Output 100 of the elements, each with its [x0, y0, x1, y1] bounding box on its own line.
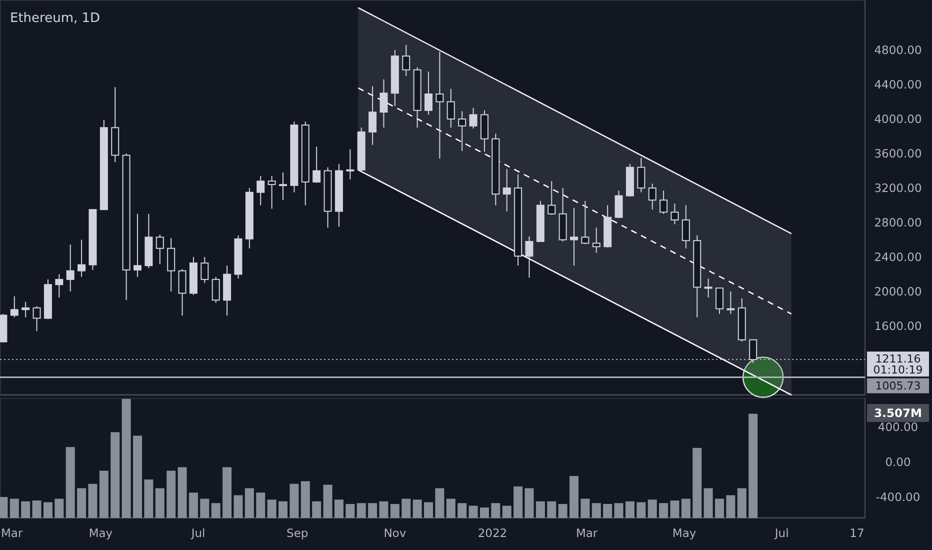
bar: [323, 484, 332, 518]
y-tick-label: -400.00: [876, 490, 920, 504]
bar: [558, 504, 568, 518]
x-tick-label: May: [672, 526, 696, 540]
bar: [648, 500, 657, 518]
bar: [10, 498, 19, 518]
candlestick: [726, 291, 735, 314]
candlestick: [134, 213, 142, 278]
bar: [178, 467, 187, 518]
x-tick-label: Sep: [286, 526, 308, 540]
y-tick-label: 2800.00: [874, 216, 922, 230]
candlestick: [424, 71, 433, 116]
bar: [234, 495, 243, 518]
bar: [480, 507, 489, 518]
y-tick-label: 400.00: [878, 420, 918, 434]
candlestick: [66, 244, 74, 292]
bar: [390, 504, 400, 518]
bar: [536, 501, 545, 518]
bar: [491, 503, 500, 518]
bar: [592, 503, 601, 518]
bar: [278, 501, 288, 518]
candlestick: [614, 190, 623, 219]
bar: [222, 467, 232, 518]
candlestick: [446, 88, 455, 128]
bar: [446, 498, 456, 518]
y-tick-label: 4400.00: [874, 78, 922, 92]
bar: [570, 476, 578, 518]
candlestick: [716, 288, 724, 314]
bar: [681, 498, 690, 518]
x-tick-label: Jul: [190, 526, 206, 540]
bar: [424, 502, 434, 518]
bar: [77, 488, 86, 518]
bar: [625, 501, 634, 518]
bar: [256, 492, 266, 518]
candlestick: [704, 278, 712, 298]
candlestick: [22, 301, 30, 318]
bar: [368, 503, 378, 518]
x-tick-label: Jul: [774, 526, 789, 540]
x-tick-label: Mar: [1, 526, 23, 540]
bar: [659, 503, 668, 518]
bar: [99, 470, 108, 518]
candlestick: [592, 227, 600, 254]
candlestick: [212, 276, 220, 304]
bar: [43, 502, 52, 518]
candlestick: [525, 236, 534, 278]
y-tick-label: 1600.00: [874, 319, 922, 334]
candlestick: [156, 234, 164, 264]
candlestick: [78, 239, 86, 278]
bar: [21, 501, 30, 518]
bar: [692, 448, 702, 518]
candlestick: [268, 175, 276, 210]
x-tick-label: May: [88, 526, 113, 540]
bar: [32, 500, 42, 518]
candlestick: [570, 207, 578, 266]
candlestick: [670, 203, 679, 225]
candlestick: [469, 107, 478, 130]
bar: [290, 484, 299, 518]
bar: [133, 436, 142, 518]
bar: [468, 506, 478, 518]
bar: [356, 503, 366, 518]
bar: [379, 501, 388, 518]
bar: [458, 503, 467, 518]
candlestick: [256, 175, 265, 206]
y-tick-label: 3200.00: [874, 181, 922, 196]
text: 3.507M: [874, 406, 922, 420]
bar: [110, 432, 120, 518]
candlestick: [178, 268, 186, 316]
bar: [603, 504, 612, 518]
ref-line-label: 1005.73: [875, 379, 921, 392]
candlestick: [55, 274, 64, 298]
bar: [188, 492, 198, 518]
candlestick: [548, 180, 556, 216]
text: 01:10:19: [873, 364, 923, 377]
candlestick: [581, 200, 590, 245]
candlestick: [167, 238, 176, 292]
candlestick: [368, 86, 377, 146]
bar: [66, 447, 75, 518]
bar: [155, 488, 164, 518]
bar: [166, 470, 176, 518]
candlestick: [749, 339, 758, 364]
bar: [580, 498, 590, 518]
bar: [737, 488, 746, 518]
bar: [211, 503, 220, 518]
x-tick-label: Mar: [576, 526, 598, 540]
bar: [88, 484, 98, 518]
x-tick-label: 2022: [478, 526, 508, 540]
candlestick: [502, 168, 511, 212]
bar: [267, 500, 276, 518]
bar: [244, 488, 254, 518]
bar: [524, 488, 534, 518]
x-tick-label: 17: [850, 526, 864, 540]
x-tick-label: Nov: [384, 526, 406, 540]
bar: [514, 486, 523, 518]
bar: [670, 500, 680, 518]
candlestick: [637, 157, 646, 193]
bar: [144, 479, 154, 518]
candlestick: [402, 44, 410, 76]
candlestick: [436, 51, 444, 160]
bar: [346, 504, 355, 518]
candlestick: [312, 146, 321, 184]
